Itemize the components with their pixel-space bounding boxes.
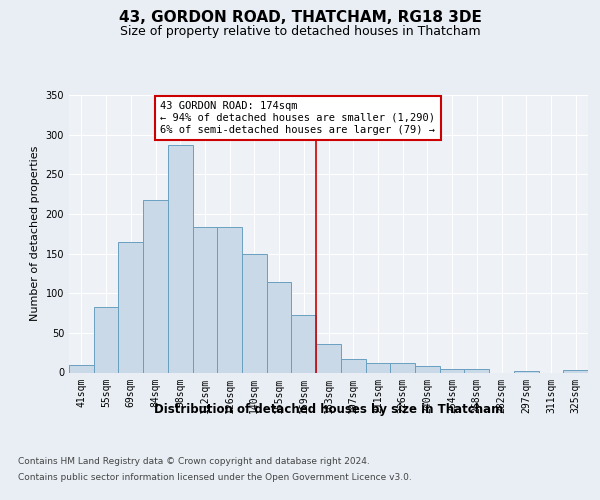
Bar <box>118 242 143 372</box>
Text: Size of property relative to detached houses in Thatcham: Size of property relative to detached ho… <box>119 25 481 38</box>
Bar <box>390 363 415 372</box>
Bar <box>514 371 539 372</box>
Bar <box>464 368 489 372</box>
Bar <box>440 368 464 372</box>
Bar <box>143 200 168 372</box>
Text: 43, GORDON ROAD, THATCHAM, RG18 3DE: 43, GORDON ROAD, THATCHAM, RG18 3DE <box>119 10 481 25</box>
Bar <box>242 254 267 372</box>
Bar <box>267 282 292 372</box>
Bar <box>193 226 217 372</box>
Text: Contains HM Land Registry data © Crown copyright and database right 2024.: Contains HM Land Registry data © Crown c… <box>18 458 370 466</box>
Bar <box>415 366 440 372</box>
Text: Contains public sector information licensed under the Open Government Licence v3: Contains public sector information licen… <box>18 472 412 482</box>
Bar <box>341 359 365 372</box>
Bar <box>365 363 390 372</box>
Bar <box>94 306 118 372</box>
Bar <box>217 226 242 372</box>
Bar <box>292 314 316 372</box>
Text: Distribution of detached houses by size in Thatcham: Distribution of detached houses by size … <box>154 402 503 415</box>
Text: 43 GORDON ROAD: 174sqm
← 94% of detached houses are smaller (1,290)
6% of semi-d: 43 GORDON ROAD: 174sqm ← 94% of detached… <box>160 102 436 134</box>
Bar <box>563 370 588 372</box>
Bar <box>69 364 94 372</box>
Bar <box>316 344 341 372</box>
Y-axis label: Number of detached properties: Number of detached properties <box>30 146 40 322</box>
Bar <box>168 145 193 372</box>
